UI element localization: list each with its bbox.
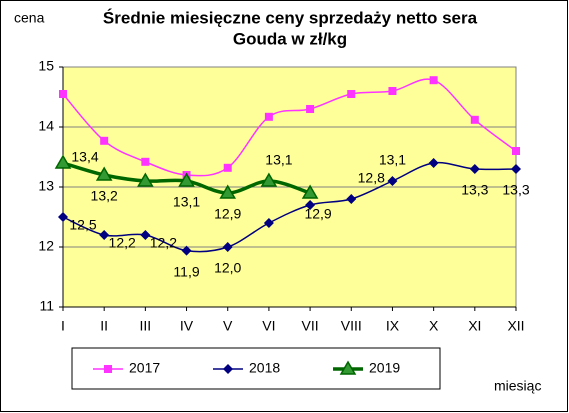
legend-label: 2019 — [369, 360, 400, 376]
point — [181, 245, 192, 256]
x-tick-label: V — [223, 318, 233, 334]
value-label: 11,9 — [173, 263, 199, 279]
y-tick-label: 12 — [38, 238, 54, 254]
point — [428, 158, 439, 168]
value-label: 12,0 — [214, 260, 241, 276]
point — [178, 172, 195, 187]
x-tick-label: IX — [386, 318, 400, 334]
y-tick-label: 13 — [38, 178, 54, 194]
point — [301, 184, 319, 199]
point — [512, 147, 520, 155]
value-label: 12,9 — [214, 206, 241, 222]
legend-label: 2017 — [129, 360, 160, 376]
point — [388, 87, 397, 95]
point — [99, 230, 110, 240]
point — [347, 90, 356, 98]
point — [137, 172, 154, 187]
point — [222, 242, 233, 252]
chart-title: Gouda w zł/kg — [233, 29, 347, 48]
x-tick-label: VI — [262, 318, 275, 334]
x-tick-label: III — [140, 318, 152, 334]
legend — [71, 347, 441, 390]
point — [511, 164, 521, 174]
value-label: 13,3 — [502, 182, 529, 198]
x-tick-label: VIII — [341, 318, 362, 334]
point — [59, 90, 67, 98]
value-label: 13,1 — [379, 152, 406, 168]
value-label: 12,2 — [109, 235, 136, 251]
value-label: 12,2 — [150, 235, 177, 251]
value-label: 13,1 — [265, 152, 292, 168]
value-label: 12,8 — [358, 170, 385, 186]
x-tick-label: XII — [507, 318, 524, 334]
point — [58, 212, 68, 222]
value-label: 12,9 — [304, 206, 331, 222]
x-tick-label: VII — [302, 318, 319, 334]
y-axis-label: cena — [14, 10, 45, 26]
point — [263, 218, 274, 228]
legend-label: 2018 — [249, 360, 280, 376]
point — [54, 154, 72, 169]
point — [100, 136, 109, 145]
point — [305, 200, 316, 210]
x-tick-label: I — [61, 318, 65, 334]
point — [470, 115, 479, 124]
point — [260, 172, 278, 187]
y-tick-label: 11 — [39, 298, 54, 314]
point — [429, 76, 438, 85]
point — [141, 157, 150, 166]
point — [469, 164, 480, 174]
x-axis-label: miesiąc — [494, 378, 541, 394]
y-tick-label: 15 — [38, 58, 54, 74]
legend-marker — [104, 365, 112, 373]
value-label: 13,4 — [71, 149, 98, 165]
point — [346, 194, 357, 204]
value-label: 12,5 — [69, 217, 96, 233]
point — [219, 184, 237, 199]
point — [95, 166, 113, 181]
value-label: 13,2 — [91, 188, 118, 204]
legend-marker — [223, 364, 233, 374]
y-tick-label: 14 — [38, 118, 54, 134]
x-tick-label: II — [100, 318, 108, 334]
point — [223, 163, 232, 172]
point — [140, 230, 151, 240]
x-tick-label: XI — [468, 318, 481, 334]
value-label: 13,3 — [461, 182, 488, 198]
point — [306, 105, 315, 113]
value-label: 13,1 — [173, 194, 200, 210]
point — [387, 176, 398, 186]
chart-title: Średnie miesięczne ceny sprzedaży netto … — [103, 8, 478, 27]
x-tick-label: X — [429, 318, 439, 334]
point — [264, 112, 273, 121]
x-tick-label: IV — [180, 318, 194, 334]
legend-marker — [339, 360, 357, 375]
